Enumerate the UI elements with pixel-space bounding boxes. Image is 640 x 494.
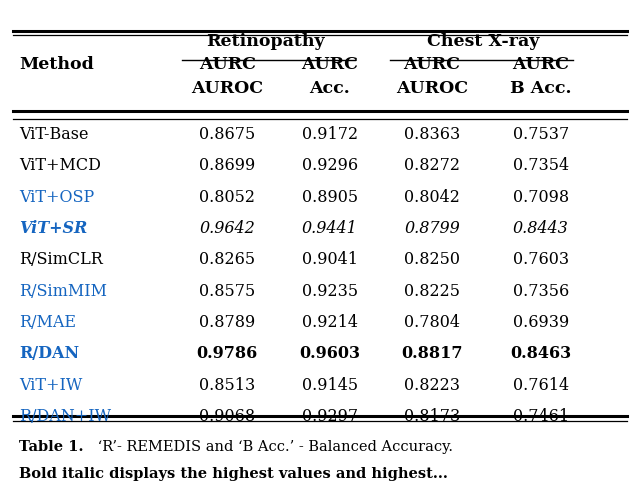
Text: ViT-Base: ViT-Base <box>19 126 89 143</box>
Text: 0.6939: 0.6939 <box>513 314 569 331</box>
Text: 0.7461: 0.7461 <box>513 408 569 425</box>
Text: 0.9145: 0.9145 <box>301 377 358 394</box>
Text: R/SimMIM: R/SimMIM <box>19 283 108 300</box>
Text: 0.9041: 0.9041 <box>301 251 358 268</box>
Text: 0.9172: 0.9172 <box>301 126 358 143</box>
Text: AURC: AURC <box>301 56 358 73</box>
Text: AURC: AURC <box>198 56 256 73</box>
Text: 0.9603: 0.9603 <box>299 345 360 363</box>
Text: B Acc.: B Acc. <box>510 81 572 97</box>
Text: 0.8675: 0.8675 <box>199 126 255 143</box>
Text: ViT+OSP: ViT+OSP <box>19 189 95 206</box>
Text: 0.8173: 0.8173 <box>404 408 460 425</box>
Text: Bold italic displays the highest values and highest...: Bold italic displays the highest values … <box>19 467 448 481</box>
Text: 0.7603: 0.7603 <box>513 251 569 268</box>
Text: 0.8223: 0.8223 <box>404 377 460 394</box>
Text: ViT+MCD: ViT+MCD <box>19 157 101 174</box>
Text: 0.8042: 0.8042 <box>404 189 460 206</box>
Text: 0.9235: 0.9235 <box>301 283 358 300</box>
Text: 0.8699: 0.8699 <box>199 157 255 174</box>
Text: 0.8575: 0.8575 <box>199 283 255 300</box>
Text: 0.8250: 0.8250 <box>404 251 460 268</box>
Text: R/MAE: R/MAE <box>19 314 76 331</box>
Text: 0.9441: 0.9441 <box>301 220 358 237</box>
Text: 0.8225: 0.8225 <box>404 283 460 300</box>
Text: AURC: AURC <box>512 56 570 73</box>
Text: Acc.: Acc. <box>309 81 350 97</box>
Text: ‘R’- REMEDIS and ‘B Acc.’ - Balanced Accuracy.: ‘R’- REMEDIS and ‘B Acc.’ - Balanced Acc… <box>93 440 453 454</box>
Text: 0.8363: 0.8363 <box>404 126 460 143</box>
Text: AUROC: AUROC <box>191 81 263 97</box>
Text: ViT+SR: ViT+SR <box>19 220 88 237</box>
Text: 0.8513: 0.8513 <box>199 377 255 394</box>
Text: Retinopathy: Retinopathy <box>206 33 325 50</box>
Text: Method: Method <box>19 56 94 73</box>
Text: ViT+IW: ViT+IW <box>19 377 83 394</box>
Text: 0.8463: 0.8463 <box>510 345 572 363</box>
Text: 0.7804: 0.7804 <box>404 314 460 331</box>
Text: R/DAN: R/DAN <box>19 345 79 363</box>
Text: 0.8443: 0.8443 <box>513 220 569 237</box>
Text: AUROC: AUROC <box>396 81 468 97</box>
Text: 0.7354: 0.7354 <box>513 157 569 174</box>
Text: 0.9296: 0.9296 <box>301 157 358 174</box>
Text: 0.7098: 0.7098 <box>513 189 569 206</box>
Text: 0.8272: 0.8272 <box>404 157 460 174</box>
Text: 0.9068: 0.9068 <box>199 408 255 425</box>
Text: 0.8265: 0.8265 <box>199 251 255 268</box>
Text: 0.8905: 0.8905 <box>301 189 358 206</box>
Text: 0.7356: 0.7356 <box>513 283 569 300</box>
Text: R/DAN+IW: R/DAN+IW <box>19 408 111 425</box>
Text: 0.8799: 0.8799 <box>404 220 460 237</box>
Text: 0.9642: 0.9642 <box>199 220 255 237</box>
Text: 0.7537: 0.7537 <box>513 126 569 143</box>
Text: 0.8817: 0.8817 <box>401 345 463 363</box>
Text: AURC: AURC <box>403 56 461 73</box>
Text: 0.8789: 0.8789 <box>199 314 255 331</box>
Text: 0.8052: 0.8052 <box>199 189 255 206</box>
Text: 0.9297: 0.9297 <box>301 408 358 425</box>
Text: 0.9786: 0.9786 <box>196 345 258 363</box>
Text: Table 1.: Table 1. <box>19 440 84 454</box>
Text: 0.9214: 0.9214 <box>301 314 358 331</box>
Text: 0.7614: 0.7614 <box>513 377 569 394</box>
Text: R/SimCLR: R/SimCLR <box>19 251 103 268</box>
Text: Chest X-ray: Chest X-ray <box>427 33 540 50</box>
